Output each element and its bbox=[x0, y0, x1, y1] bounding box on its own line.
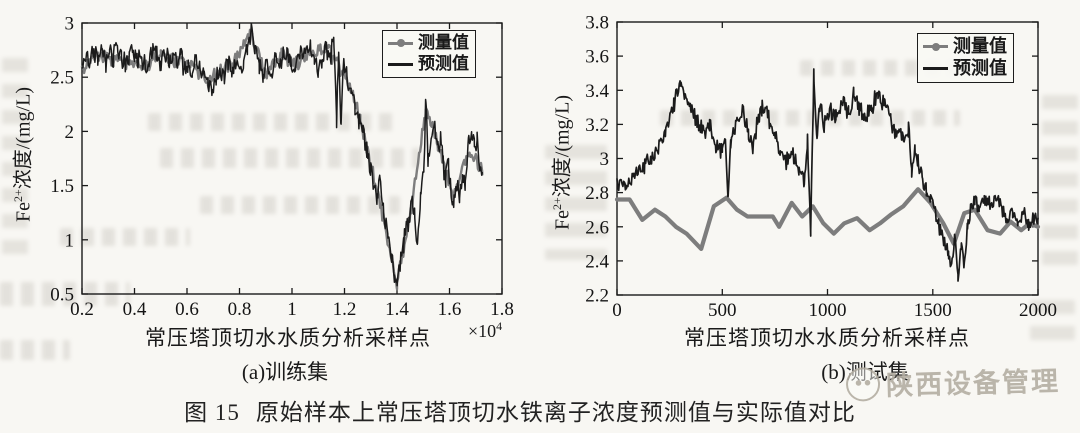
x-tick-label: 2000 bbox=[1019, 300, 1057, 321]
legend-predicted-label: 预测值 bbox=[953, 58, 1007, 78]
figure-caption: 图 15 原始样本上常压塔顶切水铁离子浓度预测值与实际值对比 bbox=[0, 393, 1040, 427]
legend-predicted-label: 预测值 bbox=[418, 54, 469, 73]
x-tick-label: 1000 bbox=[809, 300, 847, 321]
test-series-predicted bbox=[616, 68, 1039, 282]
x-tick-label: 1.6 bbox=[438, 299, 462, 320]
y-axis-label-test: Fe2+浓度/(mg/L) bbox=[549, 95, 574, 230]
x-tick-label: 0.2 bbox=[70, 299, 94, 320]
test-series-measured bbox=[614, 187, 1041, 251]
y-tick-label: 3 bbox=[65, 14, 75, 35]
y-tick-label: 0.5 bbox=[50, 285, 74, 306]
legend-row-measured: 测量值 bbox=[923, 36, 1007, 57]
x-axis-label-train: 常压塔顶切水水质分析采样点 bbox=[145, 326, 431, 350]
watermark: 陕西设备管理 bbox=[845, 359, 1061, 404]
y-tick-label: 3.2 bbox=[585, 115, 609, 136]
bleedthrough-ghost bbox=[0, 340, 70, 360]
x-tick-label: 1500 bbox=[914, 300, 952, 321]
train-series-predicted bbox=[81, 22, 484, 287]
figure-number: 图 15 bbox=[184, 400, 240, 425]
x-tick-label: 500 bbox=[708, 300, 737, 321]
x-tick-label: 0.4 bbox=[123, 299, 147, 320]
measured-line-marker-icon bbox=[388, 41, 413, 45]
bleedthrough-ghost bbox=[1042, 95, 1078, 265]
x-axis-label-test: 常压塔顶切水水质分析采样点 bbox=[684, 326, 970, 350]
legend-measured-label: 测量值 bbox=[418, 33, 469, 52]
y-axis-label-train: Fe2+浓度/(mg/L) bbox=[10, 87, 35, 222]
y-tick-label: 1 bbox=[65, 230, 75, 251]
bleedthrough-ghost bbox=[2, 58, 28, 263]
x-tick-label: 0 bbox=[612, 300, 622, 321]
legend-train: 测量值 预测值 bbox=[382, 30, 476, 78]
legend-row-measured: 测量值 bbox=[388, 33, 469, 53]
y-tick-label: 2.4 bbox=[585, 251, 609, 272]
watermark-text: 陕西设备管理 bbox=[885, 366, 1061, 401]
figure-caption-text: 原始样本上常压塔顶切水铁离子浓度预测值与实际值对比 bbox=[255, 400, 856, 425]
y-tick-label: 2.2 bbox=[585, 286, 609, 307]
legend-row-predicted: 预测值 bbox=[923, 58, 1007, 79]
bleedthrough-ghost bbox=[545, 145, 607, 260]
y-tick-label: 3.6 bbox=[585, 47, 609, 68]
x-tick-label: 0.8 bbox=[228, 299, 252, 320]
train-series-measured bbox=[80, 28, 484, 291]
y-tick-label: 2.5 bbox=[50, 68, 74, 89]
legend-measured-label: 测量值 bbox=[953, 36, 1007, 56]
x-tick-label: 1.8 bbox=[490, 299, 514, 320]
x-tick-label: 1.4 bbox=[385, 299, 409, 320]
y-tick-label: 3.4 bbox=[585, 81, 609, 102]
bleedthrough-ghost bbox=[1030, 300, 1075, 340]
predicted-line-icon bbox=[923, 67, 948, 70]
legend-row-predicted: 预测值 bbox=[388, 54, 469, 74]
bleedthrough-ghost bbox=[200, 196, 400, 214]
bleedthrough-ghost bbox=[160, 148, 420, 168]
bleedthrough-ghost bbox=[148, 113, 398, 131]
y-tick-label: 2 bbox=[65, 122, 75, 143]
bleedthrough-ghost bbox=[60, 228, 190, 246]
measured-line-marker-icon bbox=[923, 45, 948, 48]
legend-test: 测量值 预测值 bbox=[917, 33, 1014, 83]
y-tick-label: 1.5 bbox=[50, 176, 74, 197]
x-tick-label: 0.6 bbox=[175, 299, 199, 320]
y-tick-label: 3 bbox=[600, 149, 610, 170]
predicted-line-icon bbox=[388, 62, 413, 66]
x-axis-multiplier: ×104 bbox=[468, 319, 503, 341]
panel-label-train: (a)训练集 bbox=[241, 360, 329, 384]
smiley-face-icon bbox=[845, 366, 881, 402]
y-tick-label: 3.8 bbox=[585, 13, 609, 34]
y-tick-label: 2.6 bbox=[585, 217, 609, 238]
x-tick-label: 1 bbox=[287, 299, 297, 320]
y-tick-label: 2.8 bbox=[585, 183, 609, 204]
x-tick-label: 1.2 bbox=[333, 299, 357, 320]
